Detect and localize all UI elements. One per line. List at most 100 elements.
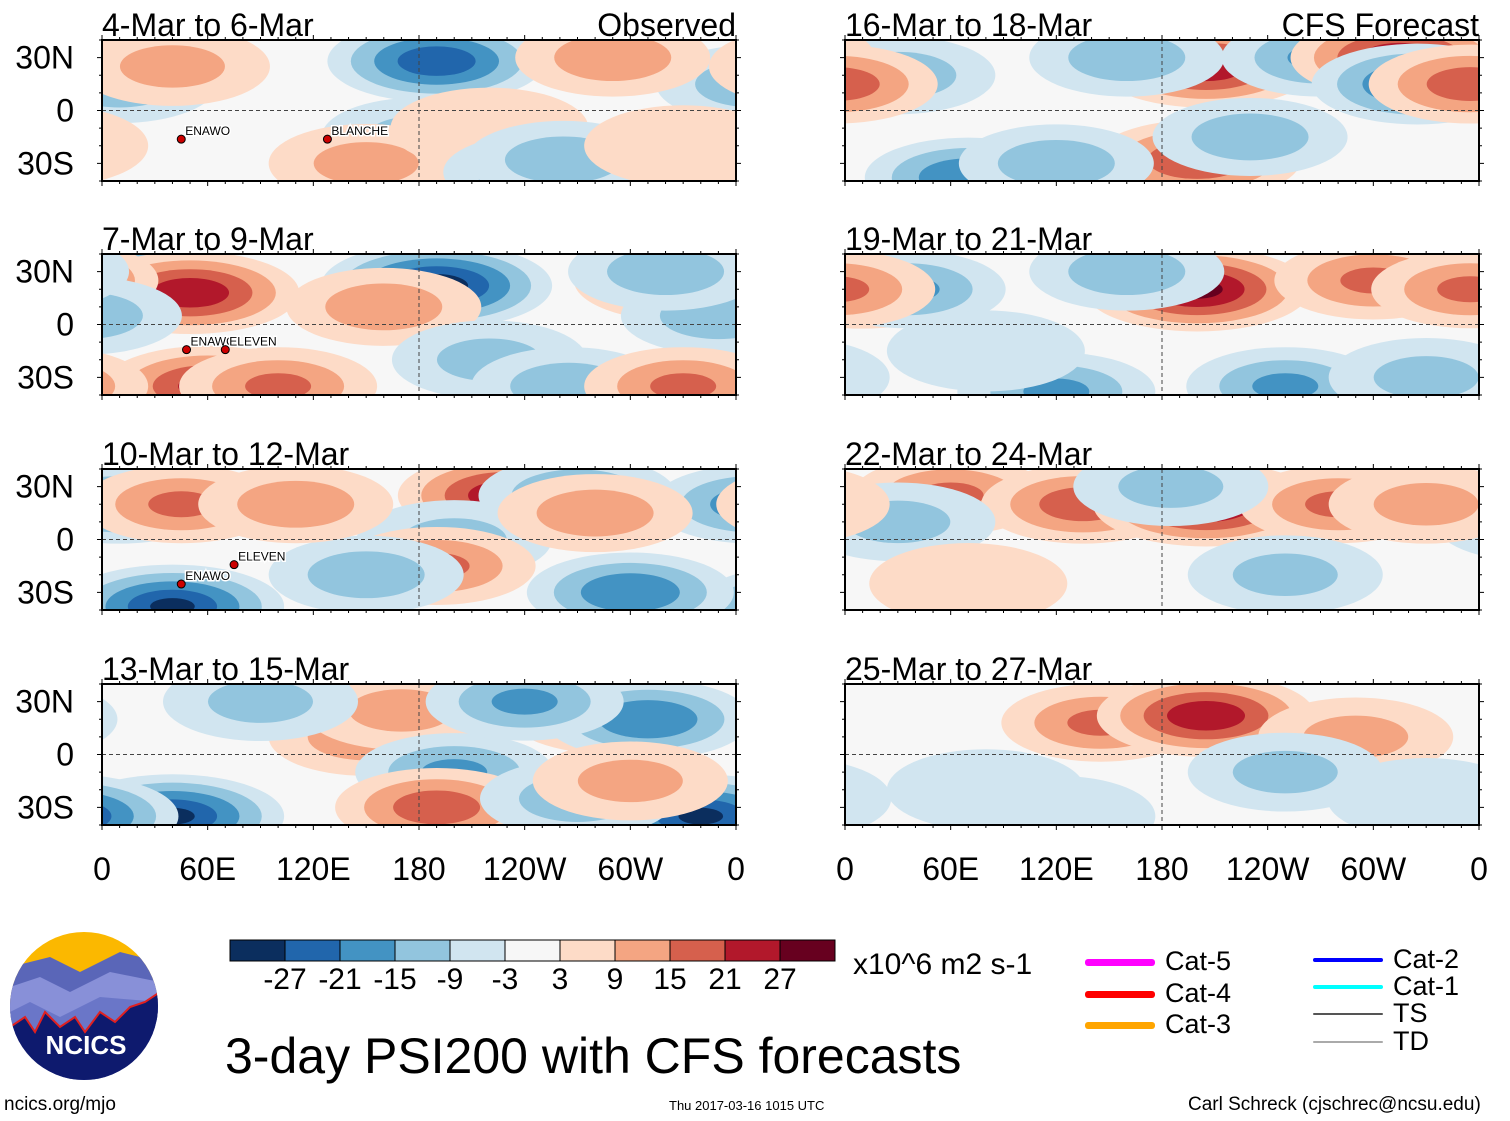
panel-title: 7-Mar to 9-Mar (102, 221, 314, 257)
contour-level (708, 40, 736, 94)
contour-level (1486, 456, 1510, 534)
y-tick-label: 30S (17, 359, 74, 395)
map-panel: 22-Mar to 24-Mar (740, 436, 1510, 615)
contour-field (845, 254, 1479, 395)
colorbar-label: -15 (373, 963, 416, 996)
anomaly-feature (198, 469, 394, 544)
contour-level (208, 684, 313, 723)
colorbar-label: 27 (763, 963, 796, 996)
contour-level (325, 283, 443, 331)
anomaly-feature (526, 552, 734, 610)
contour-level (607, 254, 725, 296)
x-tick-label: 60E (179, 851, 236, 887)
anomaly-feature (497, 474, 693, 553)
colorbar-swatch (614, 939, 671, 962)
colorbar-label: -27 (263, 963, 306, 996)
anomaly-feature (1029, 40, 1225, 97)
storm-label: BLANCHE (331, 124, 388, 138)
contour-level (1191, 113, 1309, 161)
storm-label: ENAWO (185, 124, 230, 138)
contour-level (1426, 67, 1479, 101)
x-tick-label: 0 (1470, 851, 1488, 887)
contour-level (650, 373, 717, 395)
panel-title: 19-Mar to 21-Mar (845, 221, 1093, 257)
x-tick-label: 60E (922, 851, 979, 887)
anomaly-feature (532, 741, 728, 821)
footer-author: Carl Schreck (cjschrec@ncsu.edu) (1188, 1094, 1481, 1115)
colorbar-label: -21 (318, 963, 361, 996)
storm-marker (229, 560, 239, 570)
contour-level (554, 40, 672, 82)
contour-level (491, 688, 558, 715)
panel-title: 22-Mar to 24-Mar (845, 436, 1093, 472)
legend-label: Cat-4 (1165, 978, 1232, 1008)
logo-text: NCICS (46, 1030, 127, 1060)
contour-level (740, 483, 845, 525)
contour-level (1068, 254, 1186, 296)
anomaly-feature (102, 254, 736, 311)
contour-level (716, 480, 736, 528)
contour-level (1252, 373, 1319, 395)
anomaly-feature (1073, 469, 1269, 527)
colorbar-swatch (504, 939, 561, 962)
colorbar-swatch (669, 939, 726, 962)
contour-level (0, 133, 7, 211)
anomaly-feature (268, 535, 464, 610)
colorbar-swatch (339, 939, 396, 962)
contour-level (307, 551, 425, 599)
colorbar-label: 15 (653, 963, 686, 996)
map-panels: 4-Mar to 6-Mar Observed 30N 0 30S ENAWO BLANCH… (0, 7, 1510, 887)
contour-level (102, 293, 143, 338)
contour-level (762, 799, 851, 833)
contour-level (1118, 469, 1224, 508)
figure-title: 3-day PSI200 with CFS forecasts (225, 1028, 962, 1084)
anomaly-feature (869, 543, 1068, 610)
anomaly-feature (515, 40, 711, 97)
colorbar-label: -3 (492, 963, 519, 996)
contour-level (869, 543, 1068, 610)
contour-level (119, 45, 225, 88)
x-tick-label: 0 (727, 851, 745, 887)
contour-level (102, 698, 118, 741)
anomaly-feature (179, 347, 378, 395)
storm-marker (182, 345, 192, 355)
y-tick-label: 0 (56, 522, 74, 558)
contour-level (0, 775, 2, 822)
x-tick-label: 120W (483, 851, 567, 887)
contour-level (102, 805, 112, 825)
storm-marker (220, 345, 230, 355)
contour-level (845, 56, 909, 113)
contour-level (237, 480, 355, 528)
legend-line-cat-1 (1313, 985, 1383, 989)
panel-title: 25-Mar to 27-Mar (845, 651, 1093, 687)
legend-line-td (1313, 1041, 1383, 1043)
contour-level (728, 63, 838, 105)
legend-label: Cat-1 (1393, 971, 1460, 1001)
colorbar-swatch (559, 939, 616, 962)
contour-level (102, 254, 130, 299)
contour-level (782, 491, 848, 517)
contour-level (245, 373, 312, 395)
contour-level (313, 142, 419, 181)
map-panel: 13-Mar to 15-Mar 30N 0 30S 0 60E 120E 180 120W 60… (0, 651, 851, 887)
anomaly-feature (1186, 347, 1385, 395)
anomaly-feature (740, 469, 1479, 544)
legend-label: Cat-5 (1165, 946, 1232, 976)
panel-title: 10-Mar to 12-Mar (102, 436, 350, 472)
contour-level (845, 344, 890, 395)
colorbar-swatch (724, 939, 781, 962)
footer-timestamp: Thu 2017-03-16 1015 UTC (669, 1098, 825, 1113)
anomaly-feature (425, 684, 624, 741)
map-panel: 25-Mar to 27-Mar 0 60E 120E 180 120W 60W 0 (836, 651, 1488, 887)
column-label: CFS Forecast (1282, 7, 1479, 43)
anomaly-feature (1187, 535, 1383, 610)
contour-level (1373, 356, 1479, 395)
contour-level (1499, 138, 1510, 218)
anomaly-feature (102, 347, 736, 395)
map-panel: 10-Mar to 12-Mar 30N 0 30S ELEVEN ENAWO (15, 436, 848, 615)
footer-url[interactable]: ncics.org/mjo (4, 1094, 116, 1115)
x-tick-label: 60W (1340, 851, 1407, 887)
legend-label: Cat-2 (1393, 944, 1460, 974)
